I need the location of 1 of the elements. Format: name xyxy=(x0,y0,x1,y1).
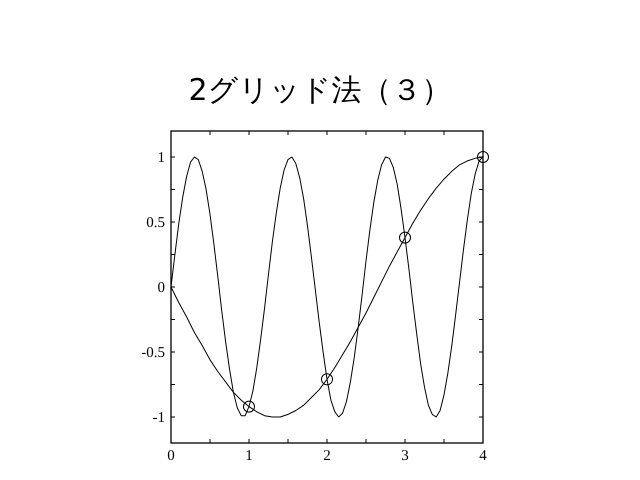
title: 2グリッド法（３） xyxy=(188,73,452,108)
